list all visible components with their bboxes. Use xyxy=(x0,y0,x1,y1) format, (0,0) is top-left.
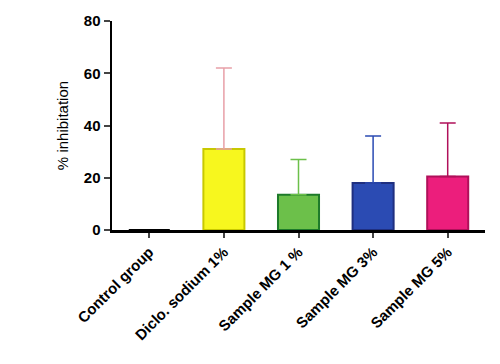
svg-text:80: 80 xyxy=(84,12,101,29)
svg-text:60: 60 xyxy=(84,65,101,82)
svg-text:Control group: Control group xyxy=(74,243,157,326)
svg-text:Sample MG 5%: Sample MG 5% xyxy=(367,243,455,331)
svg-text:20: 20 xyxy=(84,169,101,186)
svg-text:Sample MG 3%: Sample MG 3% xyxy=(292,243,380,331)
svg-text:40: 40 xyxy=(84,117,101,134)
svg-text:0: 0 xyxy=(92,221,100,238)
svg-text:Sample MG 1 %: Sample MG 1 % xyxy=(215,243,306,334)
svg-text:% inhibitation: % inhibitation xyxy=(54,81,71,170)
svg-text:Diclo. sodium 1%: Diclo. sodium 1% xyxy=(131,243,231,343)
